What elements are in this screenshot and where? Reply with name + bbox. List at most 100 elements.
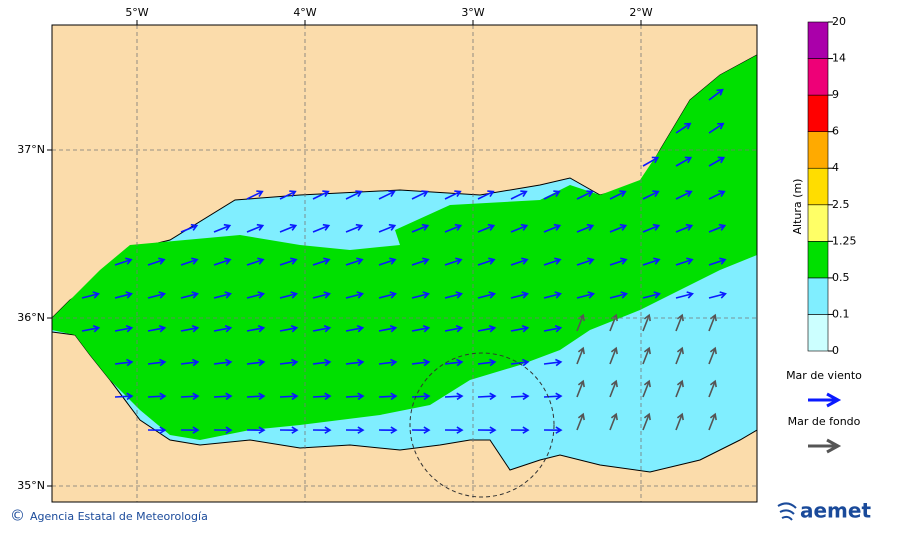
colorbar-label: 1.25: [832, 234, 857, 247]
longitude-label: 2°W: [629, 6, 652, 19]
wave-arrow: [609, 190, 627, 200]
wave-arrow: [543, 223, 562, 233]
wave-arrow: [642, 291, 661, 299]
wave-arrow: [510, 223, 529, 233]
wave-arrow: [444, 358, 464, 367]
wave-arrow: [246, 257, 265, 266]
wave-arrow: [543, 324, 563, 333]
colorbar-label: 0.5: [832, 271, 850, 284]
wave-arrow: [180, 324, 200, 333]
wave-arrow: [312, 257, 331, 266]
wave-arrow: [213, 257, 232, 266]
wave-arrow: [279, 358, 299, 367]
copyright-symbol: ©: [10, 507, 25, 525]
wave-arrow: [444, 324, 464, 333]
wave-arrow: [576, 379, 585, 398]
wave-arrow: [180, 358, 200, 367]
wave-arrow: [246, 358, 266, 367]
wave-arrow: [378, 190, 396, 200]
colorbar-segment: [807, 58, 829, 96]
wave-arrow: [378, 223, 397, 233]
wave-arrow: [246, 190, 264, 200]
wave-arrow: [312, 392, 332, 401]
legend-label: Mar de fondo: [788, 415, 861, 428]
wave-arrow: [642, 257, 661, 266]
wave-arrow: [675, 223, 694, 233]
wave-arrow: [477, 190, 495, 200]
wave-arrow: [708, 122, 725, 134]
wave-arrow: [147, 324, 167, 333]
wave-arrow: [345, 190, 363, 200]
wave-arrow: [180, 426, 200, 434]
legend-arrow: [808, 392, 842, 408]
wave-arrow: [279, 223, 298, 233]
wave-arrow: [345, 223, 364, 233]
wave-arrow: [543, 392, 563, 401]
wave-arrow: [477, 358, 497, 367]
wave-arrow: [642, 379, 651, 398]
latitude-label: 35°N: [17, 479, 45, 492]
colorbar-label: 0: [832, 344, 839, 357]
wave-arrow: [312, 223, 331, 233]
colorbar-segment: [807, 277, 829, 315]
wave-arrow: [378, 358, 398, 367]
colorbar-label: 14: [832, 52, 846, 65]
wave-arrow: [675, 156, 693, 167]
colorbar-segment: [807, 94, 829, 132]
wave-arrow: [477, 257, 496, 266]
legend-arrow-shape: [808, 438, 842, 454]
wave-arrow: [444, 257, 463, 266]
wave-arrow: [576, 257, 595, 266]
wave-arrow: [246, 392, 266, 401]
map-area: [52, 25, 757, 502]
wave-arrow: [675, 379, 684, 398]
wave-arrow: [180, 223, 199, 233]
colorbar-label: 20: [832, 15, 846, 28]
wave-arrow: [543, 358, 563, 367]
wave-arrow: [576, 346, 585, 365]
wave-arrow: [510, 426, 530, 434]
wave-arrow: [180, 291, 199, 299]
wave-arrow: [477, 392, 497, 401]
wave-arrow: [246, 223, 265, 233]
wave-arrow: [675, 122, 692, 134]
wave-arrow: [411, 358, 431, 367]
wave-arrow: [147, 291, 166, 299]
wave-arrow: [279, 392, 299, 401]
wave-arrow: [708, 291, 727, 299]
legend-arrow-shape: [808, 392, 842, 408]
longitude-label: 5°W: [125, 6, 148, 19]
wave-arrow: [180, 392, 200, 401]
wave-arrow: [543, 426, 563, 434]
wave-arrow: [312, 190, 330, 200]
wave-arrow: [510, 324, 530, 333]
latitude-label: 36°N: [17, 311, 45, 324]
wave-arrow: [279, 257, 298, 266]
wave-arrow: [708, 257, 727, 266]
wave-arrow: [642, 156, 660, 167]
wave-arrow: [345, 291, 364, 299]
wave-arrow: [576, 223, 595, 233]
colorbar-label: 6: [832, 125, 839, 138]
wave-arrow: [411, 324, 431, 333]
wave-arrow: [147, 426, 167, 434]
wave-arrow: [543, 190, 561, 200]
wave-arrow: [708, 223, 727, 233]
wave-arrow: [675, 412, 684, 431]
wave-arrow: [609, 346, 618, 365]
wave-arrow: [246, 324, 266, 333]
logo-icon: [777, 502, 797, 521]
wave-arrow: [312, 426, 332, 434]
wave-arrow: [378, 291, 397, 299]
wave-arrow: [114, 324, 134, 333]
wave-arrow: [378, 324, 398, 333]
wave-arrow: [147, 392, 167, 401]
wave-arrow: [279, 190, 297, 200]
wave-arrow: [609, 257, 628, 266]
wave-arrow: [246, 291, 265, 299]
wave-arrow: [642, 412, 651, 431]
wave-arrow: [411, 392, 431, 401]
wave-arrow: [246, 426, 266, 434]
wave-arrow: [477, 291, 496, 299]
